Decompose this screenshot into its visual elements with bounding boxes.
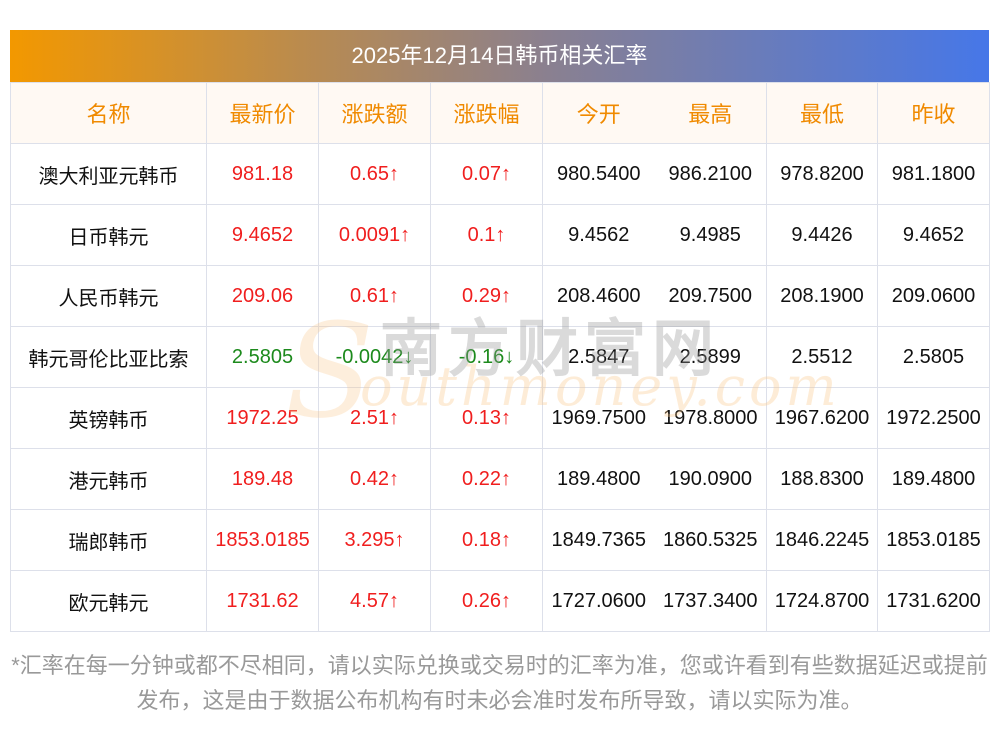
cell-prev: 981.1800: [877, 143, 990, 205]
cell-name: 港元韩币: [10, 448, 207, 510]
cell-low: 208.1900: [766, 265, 878, 327]
cell-low: 188.8300: [766, 448, 878, 510]
cell-open: 1969.7500: [542, 387, 655, 449]
cell-change: -0.0042↓: [318, 326, 431, 388]
cell-high: 9.4985: [654, 204, 767, 266]
cell-pct: -0.16↓: [430, 326, 543, 388]
watermark-s: S: [285, 295, 375, 447]
cell-open: 1727.0600: [542, 570, 655, 632]
cell-latest: 2.5805: [206, 326, 319, 388]
cell-pct: 0.29↑: [430, 265, 543, 327]
cell-high: 2.5899: [654, 326, 767, 388]
watermark-cn: 南方财富网: [380, 315, 721, 384]
cell-change: 4.57↑: [318, 570, 431, 632]
cell-high: 209.7500: [654, 265, 767, 327]
cell-high: 1978.8000: [654, 387, 767, 449]
header-change-pct: 涨跌幅: [430, 82, 543, 144]
header-prev-close: 昨收: [877, 82, 990, 144]
cell-high: 190.0900: [654, 448, 767, 510]
cell-latest: 209.06: [206, 265, 319, 327]
cell-prev: 1853.0185: [877, 509, 990, 571]
page-title: 2025年12月14日韩币相关汇率: [10, 30, 989, 82]
cell-change: 0.61↑: [318, 265, 431, 327]
cell-high: 986.2100: [654, 143, 767, 205]
cell-open: 1849.7365: [542, 509, 655, 571]
cell-open: 980.5400: [542, 143, 655, 205]
cell-latest: 189.48: [206, 448, 319, 510]
cell-change: 3.295↑: [318, 509, 431, 571]
exchange-rate-table: 名称 最新价 涨跌额 涨跌幅 今开 最高 最低 昨收 澳大利亚元韩币 981.18…: [10, 82, 990, 632]
cell-open: 2.5847: [542, 326, 655, 388]
cell-pct: 0.1↑: [430, 204, 543, 266]
disclaimer-note: *汇率在每一分钟或都不尽相同，请以实际兑换或交易时的汇率为准，您或许看到有些数据…: [11, 653, 988, 713]
cell-name: 英镑韩币: [10, 387, 207, 449]
cell-low: 1846.2245: [766, 509, 878, 571]
header-name: 名称: [10, 82, 207, 144]
cell-latest: 9.4652: [206, 204, 319, 266]
cell-prev: 209.0600: [877, 265, 990, 327]
table-row: 韩元哥伦比亚比索 2.5805 -0.0042↓ -0.16↓ 2.5847 2.5899…: [10, 326, 990, 388]
cell-open: 189.4800: [542, 448, 655, 510]
cell-name: 欧元韩元: [10, 570, 207, 632]
header-low: 最低: [766, 82, 878, 144]
table-row: 港元韩币 189.48 0.42↑ 0.22↑ 189.4800 190.0900 188.…: [10, 448, 990, 510]
cell-change: 0.0091↑: [318, 204, 431, 266]
cell-pct: 0.26↑: [430, 570, 543, 632]
cell-pct: 0.07↑: [430, 143, 543, 205]
cell-prev: 2.5805: [877, 326, 990, 388]
header-open: 今开: [542, 82, 655, 144]
cell-change: 0.42↑: [318, 448, 431, 510]
table-row: 瑞郎韩币 1853.0185 3.295↑ 0.18↑ 1849.7365 1860.53…: [10, 509, 990, 571]
cell-latest: 1731.62: [206, 570, 319, 632]
cell-low: 1967.6200: [766, 387, 878, 449]
cell-low: 1724.8700: [766, 570, 878, 632]
table-row: 澳大利亚元韩币 981.18 0.65↑ 0.07↑ 980.5400 986.2100 9…: [10, 143, 990, 205]
cell-open: 9.4562: [542, 204, 655, 266]
table-row: 日币韩元 9.4652 0.0091↑ 0.1↑ 9.4562 9.4985 9.4426 9…: [10, 204, 990, 266]
table-header-row: 名称 最新价 涨跌额 涨跌幅 今开 最高 最低 昨收: [10, 82, 990, 144]
cell-latest: 981.18: [206, 143, 319, 205]
cell-high: 1737.3400: [654, 570, 767, 632]
table-row: 欧元韩元 1731.62 4.57↑ 0.26↑ 1727.0600 1737.3400 1…: [10, 570, 990, 632]
header-latest: 最新价: [206, 82, 319, 144]
cell-high: 1860.5325: [654, 509, 767, 571]
cell-open: 208.4600: [542, 265, 655, 327]
watermark-en: outhmoney.com: [360, 355, 841, 418]
cell-prev: 189.4800: [877, 448, 990, 510]
header-high: 最高: [654, 82, 767, 144]
table-row: 英镑韩币 1972.25 2.51↑ 0.13↑ 1969.7500 1978.8000 1…: [10, 387, 990, 449]
cell-prev: 1731.6200: [877, 570, 990, 632]
cell-prev: 9.4652: [877, 204, 990, 266]
cell-pct: 0.13↑: [430, 387, 543, 449]
cell-name: 澳大利亚元韩币: [10, 143, 207, 205]
cell-name: 人民币韩元: [10, 265, 207, 327]
header-change: 涨跌额: [318, 82, 431, 144]
cell-name: 韩元哥伦比亚比索: [10, 326, 207, 388]
cell-pct: 0.18↑: [430, 509, 543, 571]
cell-low: 978.8200: [766, 143, 878, 205]
cell-name: 日币韩元: [10, 204, 207, 266]
cell-latest: 1853.0185: [206, 509, 319, 571]
cell-low: 9.4426: [766, 204, 878, 266]
cell-prev: 1972.2500: [877, 387, 990, 449]
cell-change: 2.51↑: [318, 387, 431, 449]
cell-pct: 0.22↑: [430, 448, 543, 510]
cell-latest: 1972.25: [206, 387, 319, 449]
cell-name: 瑞郎韩币: [10, 509, 207, 571]
cell-change: 0.65↑: [318, 143, 431, 205]
